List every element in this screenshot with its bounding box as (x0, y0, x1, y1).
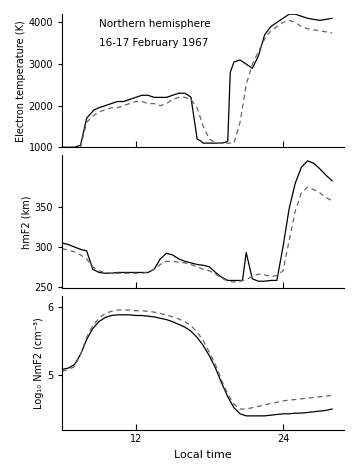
Y-axis label: Electron temperature (K): Electron temperature (K) (16, 20, 26, 142)
Text: 16-17 February 1967: 16-17 February 1967 (99, 38, 208, 48)
Y-axis label: Log₁₀ NmF2 (cm⁻³): Log₁₀ NmF2 (cm⁻³) (34, 317, 44, 409)
X-axis label: Local time: Local time (174, 450, 232, 460)
Y-axis label: hmF2 (km): hmF2 (km) (22, 195, 32, 249)
Text: Northern hemisphere: Northern hemisphere (99, 19, 210, 29)
